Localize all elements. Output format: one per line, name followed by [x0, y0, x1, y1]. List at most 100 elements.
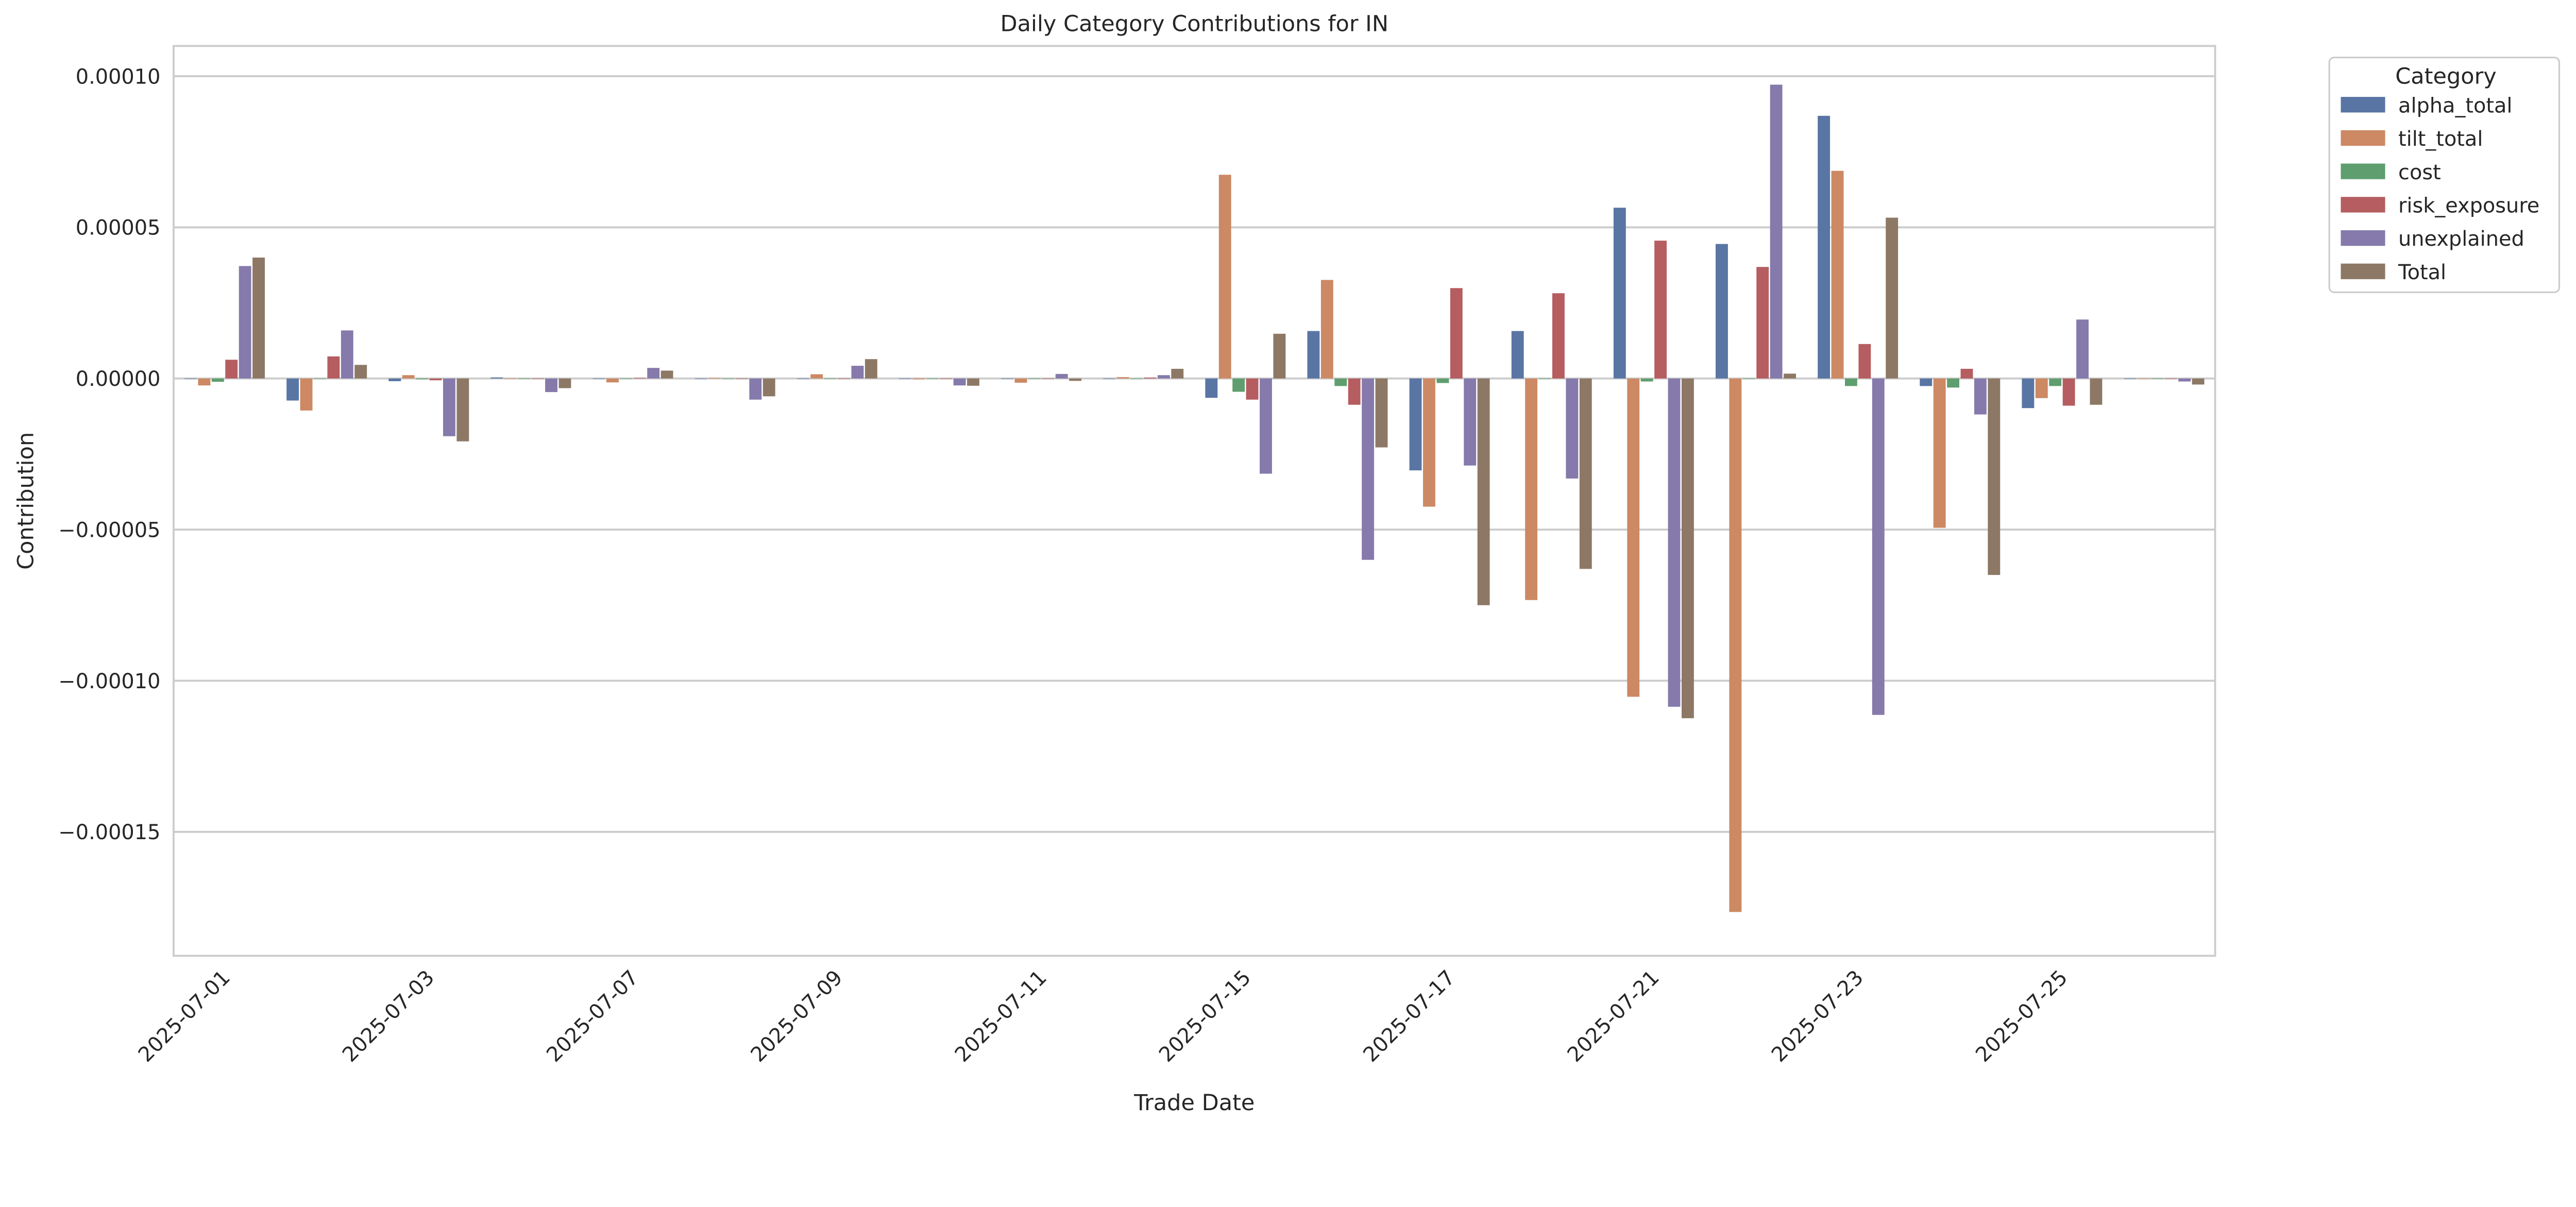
bar-unexplained-2025-07-25: [2076, 319, 2089, 379]
bar-Total-2025-07-28: [2192, 378, 2205, 385]
bar-unexplained-2025-07-04: [545, 378, 557, 393]
bar-Total-2025-07-11: [1069, 378, 1082, 381]
bar-unexplained-2025-07-17: [1464, 378, 1477, 466]
bar-risk_exposure-2025-07-22: [1756, 267, 1769, 379]
bar-Total-2025-07-04: [558, 378, 571, 388]
bar-cost-2025-07-17: [1436, 378, 1449, 383]
bar-cost-2025-07-21: [1640, 378, 1653, 382]
bar-tilt_total-2025-07-16: [1320, 280, 1333, 379]
bar-risk_exposure-2025-07-21: [1654, 241, 1667, 379]
bar-alpha_total-2025-07-25: [2022, 378, 2035, 409]
legend-swatch-tilt_total: [2341, 130, 2385, 146]
bar-Total-2025-07-18: [1579, 378, 1592, 569]
bar-unexplained-2025-07-24: [1974, 378, 1987, 415]
y-axis-label: Contribution: [13, 432, 39, 570]
bar-cost-2025-07-16: [1334, 378, 1347, 386]
bar-Total-2025-07-24: [1988, 378, 2001, 575]
bar-unexplained-2025-07-18: [1566, 378, 1579, 479]
x-axis-label: Trade Date: [1133, 1090, 1255, 1116]
bar-alpha_total-2025-07-16: [1307, 331, 1320, 379]
bar-Total-2025-07-16: [1375, 378, 1388, 448]
bar-alpha_total-2025-07-23: [1818, 115, 1831, 379]
bar-tilt_total-2025-07-25: [2035, 378, 2048, 398]
bar-risk_exposure-2025-07-14: [1144, 377, 1157, 379]
bar-Total-2025-07-23: [1886, 217, 1899, 379]
figure-background: [0, 0, 2576, 1129]
bar-Total-2025-07-07: [660, 370, 673, 379]
bar-risk_exposure-2025-07-15: [1246, 378, 1259, 400]
y-tick-label: −0.00015: [58, 821, 160, 844]
legend-label-alpha_total: alpha_total: [2398, 94, 2512, 117]
bar-tilt_total-2025-07-03: [402, 375, 415, 379]
bar-tilt_total-2025-07-02: [300, 378, 313, 411]
bar-unexplained-2025-07-16: [1362, 378, 1375, 560]
bar-unexplained-2025-07-09: [851, 366, 864, 379]
legend-swatch-Total: [2341, 263, 2385, 279]
bar-tilt_total-2025-07-14: [1116, 377, 1129, 379]
bar-unexplained-2025-07-07: [647, 368, 660, 379]
bar-tilt_total-2025-07-22: [1729, 378, 1742, 912]
y-tick-label: 0.00010: [76, 65, 161, 89]
bar-tilt_total-2025-07-07: [606, 378, 619, 383]
bar-alpha_total-2025-07-02: [286, 378, 299, 401]
bar-Total-2025-07-09: [865, 359, 877, 379]
bar-unexplained-2025-07-14: [1157, 375, 1170, 379]
bar-tilt_total-2025-07-23: [1831, 171, 1844, 379]
plot-frame: [173, 45, 2216, 957]
bar-unexplained-2025-07-23: [1872, 378, 1885, 715]
bar-unexplained-2025-07-02: [341, 330, 353, 379]
bar-unexplained-2025-07-03: [443, 378, 455, 436]
legend-swatch-cost: [2341, 163, 2385, 179]
bar-cost-2025-07-03: [416, 378, 429, 380]
bar-tilt_total-2025-07-15: [1218, 175, 1231, 379]
y-tick-label: −0.00010: [58, 670, 160, 693]
legend-label-unexplained: unexplained: [2398, 227, 2524, 251]
bar-tilt_total-2025-07-01: [198, 378, 211, 386]
bars: [184, 84, 2205, 912]
bar-tilt_total-2025-07-18: [1525, 378, 1538, 600]
bar-risk_exposure-2025-07-02: [327, 356, 340, 379]
bar-risk_exposure-2025-07-03: [429, 378, 442, 381]
bar-risk_exposure-2025-07-17: [1450, 288, 1463, 379]
bar-unexplained-2025-07-21: [1668, 378, 1681, 707]
bar-Total-2025-07-01: [252, 257, 265, 379]
legend-label-risk_exposure: risk_exposure: [2398, 194, 2539, 218]
bar-tilt_total-2025-07-10: [912, 378, 925, 380]
bar-cost-2025-07-24: [1947, 378, 1959, 388]
bar-alpha_total-2025-07-04: [490, 377, 503, 379]
bar-risk_exposure-2025-07-16: [1348, 378, 1361, 405]
legend-label-Total: Total: [2398, 261, 2446, 284]
bar-alpha_total-2025-07-17: [1409, 378, 1422, 471]
bar-tilt_total-2025-07-17: [1423, 378, 1435, 507]
bar-alpha_total-2025-07-21: [1613, 208, 1626, 379]
bar-Total-2025-07-22: [1784, 373, 1796, 379]
legend-label-tilt_total: tilt_total: [2398, 127, 2483, 151]
bar-risk_exposure-2025-07-01: [225, 360, 238, 379]
bar-unexplained-2025-07-08: [749, 378, 762, 400]
bar-unexplained-2025-07-22: [1770, 84, 1783, 379]
bar-risk_exposure-2025-07-23: [1858, 344, 1871, 379]
bar-alpha_total-2025-07-18: [1511, 331, 1524, 379]
bar-Total-2025-07-10: [967, 378, 979, 386]
bar-cost-2025-07-01: [211, 378, 224, 382]
y-tick-label: −0.00005: [58, 518, 160, 542]
bar-risk_exposure-2025-07-18: [1552, 293, 1565, 379]
legend-swatch-alpha_total: [2341, 97, 2385, 113]
legend-swatch-unexplained: [2341, 230, 2385, 246]
bar-alpha_total-2025-07-22: [1716, 244, 1728, 379]
legend-box: [2328, 56, 2561, 294]
bar-risk_exposure-2025-07-07: [633, 378, 646, 379]
bar-risk_exposure-2025-07-25: [2062, 378, 2075, 406]
y-gridlines: [173, 75, 2215, 833]
bar-unexplained-2025-07-01: [239, 266, 251, 379]
bar-Total-2025-07-03: [456, 378, 469, 441]
bar-unexplained-2025-07-15: [1260, 378, 1272, 474]
bar-Total-2025-07-21: [1681, 378, 1694, 719]
bar-tilt_total-2025-07-09: [810, 374, 823, 379]
bar-tilt_total-2025-07-21: [1627, 378, 1640, 697]
bar-cost-2025-07-15: [1232, 378, 1245, 392]
bar-unexplained-2025-07-10: [953, 378, 966, 386]
bar-Total-2025-07-15: [1273, 333, 1286, 379]
bar-Total-2025-07-02: [354, 365, 367, 379]
